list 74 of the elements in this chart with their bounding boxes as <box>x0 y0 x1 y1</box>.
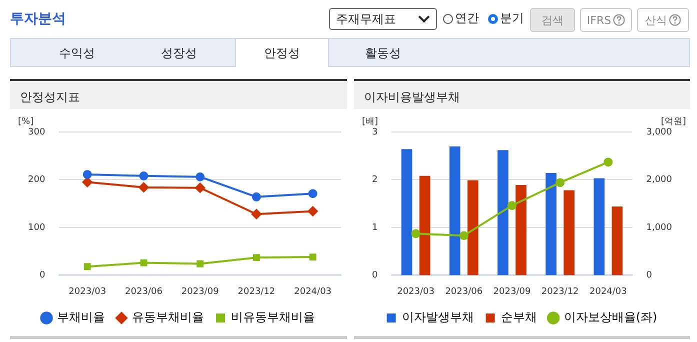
point <box>309 254 316 261</box>
y-tick-label: 1 <box>372 222 378 233</box>
point <box>251 209 262 220</box>
legend-label: 순부채 <box>500 310 537 324</box>
point <box>411 229 420 238</box>
point <box>507 201 516 210</box>
text: 주재무제표 <box>329 8 437 30</box>
y-tick-label: 2 <box>372 175 378 186</box>
bar <box>467 180 478 276</box>
x-tick-label: 2023/06 <box>125 286 163 297</box>
legend-label: 부채비율 <box>57 310 105 324</box>
x-tick-label: 2023/03 <box>397 286 434 297</box>
text: 분기 <box>500 10 524 27</box>
bar <box>401 149 412 276</box>
bar <box>594 178 605 276</box>
x-tick-label: 2023/09 <box>493 286 531 297</box>
point <box>82 170 92 179</box>
x-tick-label: 2023/06 <box>445 286 483 297</box>
chart-title: 안정성지표 <box>10 79 347 109</box>
y-tick-label: 0 <box>372 270 378 281</box>
bar <box>564 190 575 276</box>
text: 검색 <box>530 8 575 32</box>
bar <box>498 150 508 276</box>
bar <box>419 176 430 276</box>
point <box>84 263 91 270</box>
legend-label: 이자보상배율(좌) <box>564 310 658 324</box>
y2-tick-label: 0 <box>646 270 652 281</box>
point <box>196 172 205 182</box>
text: 수익성 <box>58 45 96 62</box>
text: 연간 <box>455 10 479 27</box>
x-tick-label: 2023/09 <box>181 286 220 297</box>
bar <box>449 146 460 276</box>
y-tick-label: 200 <box>28 175 46 186</box>
y2-tick-label: 3,000 <box>646 127 672 138</box>
legend-label: 이자발생부채 <box>402 310 474 324</box>
text: 성장성 <box>160 45 198 62</box>
point <box>604 158 613 167</box>
y2-tick-label: 2,000 <box>646 175 672 186</box>
y2-axis-title: [억원] <box>660 116 686 127</box>
point <box>195 182 206 193</box>
bar <box>546 173 556 276</box>
y-axis-title: [%] <box>18 116 34 127</box>
bar <box>516 184 526 276</box>
point <box>459 231 468 240</box>
text: 활동성 <box>364 45 402 62</box>
legend-label: 유동부채비율 <box>132 310 204 324</box>
point <box>196 260 204 268</box>
point <box>308 189 318 198</box>
text: 투자분석 <box>10 10 66 28</box>
x-tick-label: 2023/03 <box>68 286 106 297</box>
point <box>252 254 260 262</box>
point <box>252 192 261 202</box>
point <box>140 259 148 266</box>
point <box>308 206 318 216</box>
y-tick-label: 300 <box>28 127 46 138</box>
x-tick-label: 2024/03 <box>589 286 627 297</box>
y-axis-title: [배] <box>362 116 378 127</box>
legend-label: 비유동부채비율 <box>231 310 315 324</box>
y-tick-label: 3 <box>372 127 378 138</box>
x-tick-label: 2024/03 <box>294 286 332 297</box>
point <box>556 178 565 188</box>
text: 안정성 <box>235 38 329 67</box>
y-tick-label: 100 <box>28 222 46 233</box>
x-tick-label: 2023/12 <box>541 286 579 297</box>
point <box>138 182 149 192</box>
text: 산식 <box>645 12 667 28</box>
y2-tick-label: 1,000 <box>646 222 672 233</box>
chart-title: 이자비용발생부채 <box>354 79 690 109</box>
point <box>82 177 92 188</box>
bar <box>612 206 623 276</box>
y-tick-label: 0 <box>39 270 46 281</box>
x-tick-label: 2023/12 <box>238 286 276 297</box>
point <box>139 171 148 180</box>
text: IFRS <box>586 14 612 26</box>
